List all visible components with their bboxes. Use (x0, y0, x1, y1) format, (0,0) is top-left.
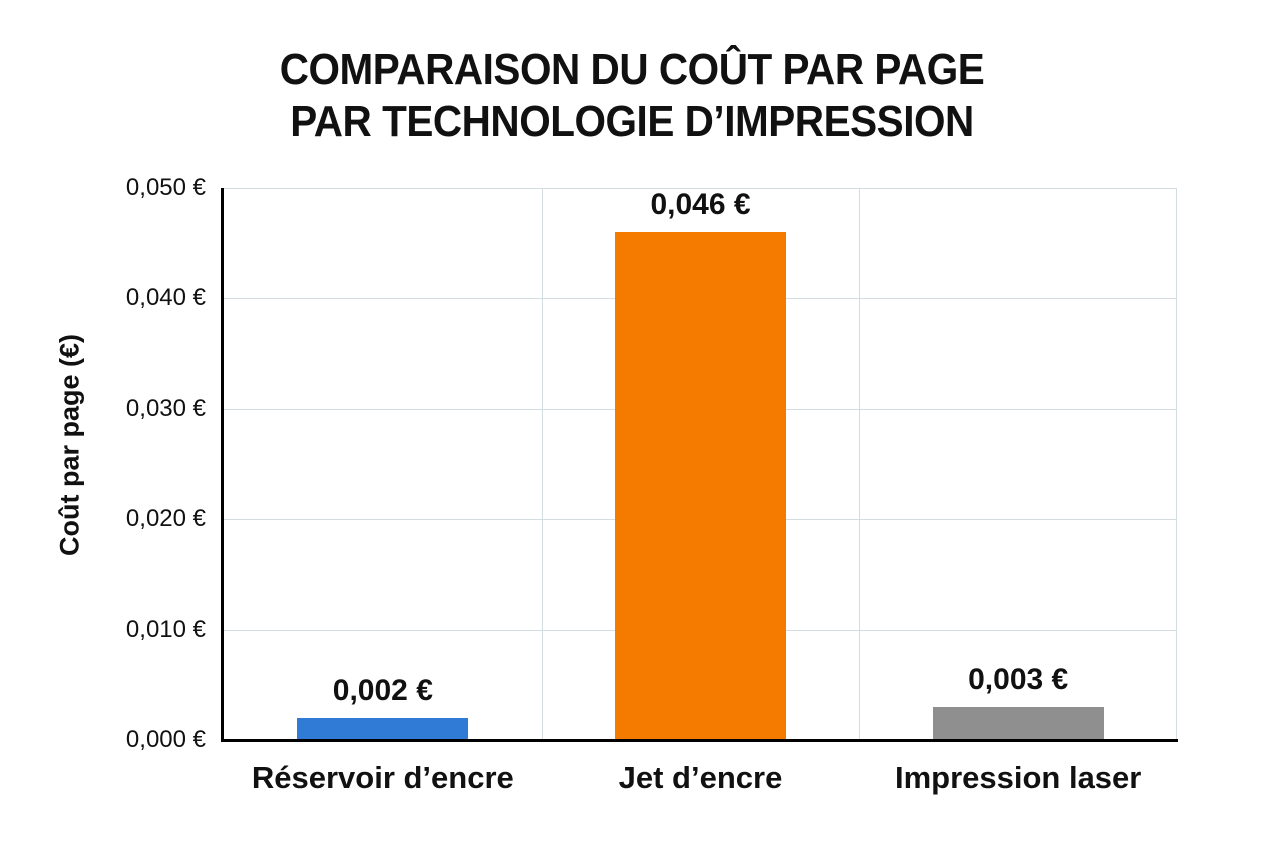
chart-title-line-1: COMPARAISON DU COÛT PAR PAGE (279, 45, 985, 94)
bar (932, 706, 1104, 740)
y-tick-label: 0,030 € (125, 394, 206, 422)
bar (615, 232, 786, 740)
bar-value-label: 0,046 € (650, 188, 751, 222)
y-tick-label: 0,000 € (125, 726, 206, 753)
bar (297, 717, 469, 740)
chart-title: COMPARAISON DU COÛT PAR PAGE PAR TECHNOL… (0, 44, 1264, 148)
y-tick-label: 0,020 € (125, 505, 206, 533)
h-gridline (224, 188, 1177, 189)
x-category-label: Jet d’encre (618, 760, 783, 795)
y-tick-label: 0,010 € (125, 615, 206, 643)
x-axis-line (221, 739, 1178, 742)
x-category-label: Réservoir d’encre (251, 760, 514, 795)
chart-title-line-2: PAR TECHNOLOGIE D’IMPRESSION (290, 97, 974, 146)
bar-value-label: 0,002 € (332, 673, 433, 707)
v-gridline (541, 188, 543, 740)
v-gridline (1176, 188, 1177, 740)
y-axis-label: Coût par page (€) (54, 333, 85, 557)
bar-value-label: 0,003 € (968, 662, 1069, 696)
v-gridline (859, 188, 861, 740)
y-tick-label: 0,040 € (125, 284, 206, 312)
y-tick-label: 0,050 € (125, 174, 206, 201)
y-axis-line (221, 188, 224, 741)
plot-area: 0,002 € 0,046 € 0,003 € (221, 188, 1178, 742)
x-category-label: Impression laser (894, 760, 1142, 795)
